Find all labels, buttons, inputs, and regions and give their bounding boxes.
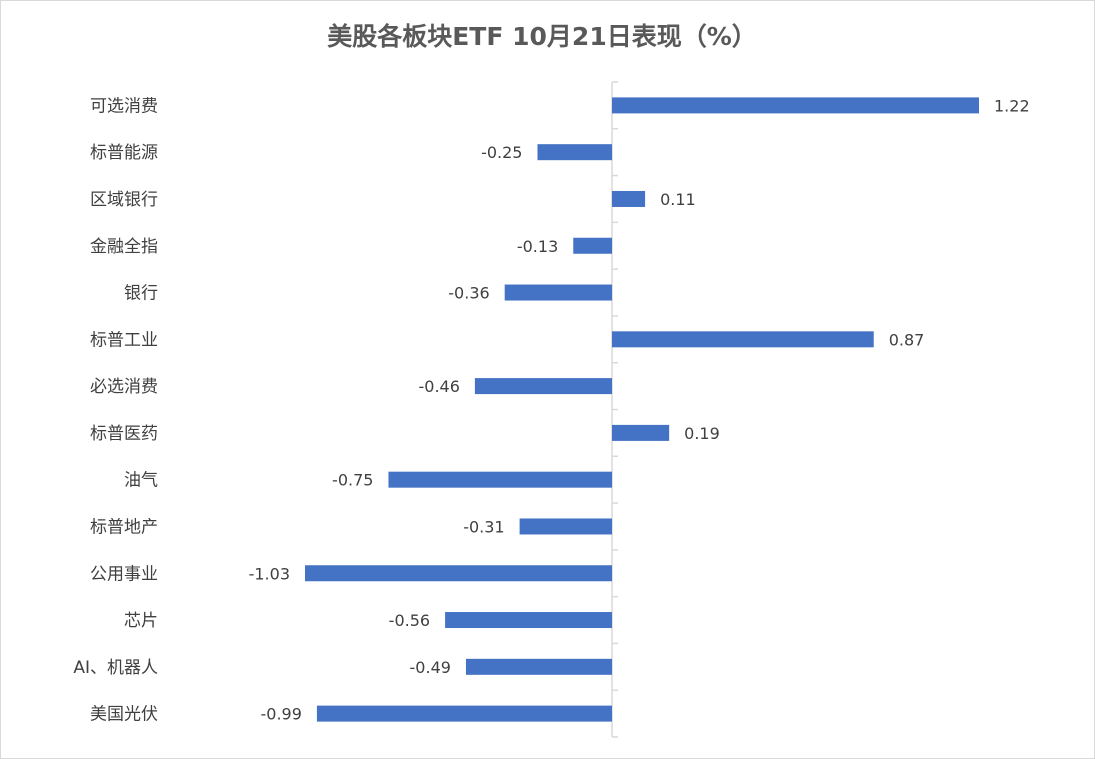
value-label: -0.13 — [517, 237, 558, 256]
labels-layer: 可选消费 1.22 标普能源 -0.25 区域银行 0.11 金融全指 -0.13 银行 -0.3… — [73, 96, 1029, 724]
value-label: -0.49 — [410, 658, 451, 677]
value-label: 0.19 — [684, 424, 720, 443]
category-label: 美国光伏 — [90, 705, 158, 725]
bar — [612, 97, 979, 114]
bar — [316, 705, 612, 722]
category-label: 标普地产 — [90, 517, 158, 537]
bar — [445, 612, 612, 629]
category-label: AI、机器人 — [73, 658, 158, 678]
category-label: 油气 — [124, 471, 158, 491]
value-label: 0.11 — [660, 190, 696, 209]
bar — [537, 144, 612, 161]
value-label: -0.25 — [481, 143, 522, 162]
bar — [504, 284, 612, 301]
value-label: 0.87 — [889, 330, 925, 349]
value-label: -0.36 — [448, 284, 489, 303]
category-label: 芯片 — [124, 611, 158, 631]
bar — [612, 190, 646, 207]
bar — [465, 658, 612, 675]
category-label: 银行 — [124, 284, 158, 304]
value-label: -0.99 — [261, 705, 302, 724]
bar — [519, 518, 612, 535]
axis-layer — [611, 81, 618, 738]
category-label: 标普医药 — [90, 424, 158, 444]
bar — [388, 471, 612, 488]
value-label: -0.46 — [418, 377, 459, 396]
value-label: -0.31 — [463, 517, 504, 536]
value-label: -0.75 — [332, 471, 373, 490]
category-label: 可选消费 — [90, 96, 158, 116]
category-label: 金融全指 — [90, 237, 158, 257]
bar — [305, 565, 612, 582]
category-label: 标普工业 — [90, 330, 158, 350]
bars-layer — [305, 97, 979, 722]
category-label: 公用事业 — [90, 564, 158, 584]
value-label: 1.22 — [994, 96, 1030, 115]
bar — [612, 424, 670, 441]
bar — [612, 331, 874, 348]
value-label: -1.03 — [249, 564, 290, 583]
category-label: 标普能源 — [90, 143, 158, 163]
bar — [573, 237, 612, 254]
category-label: 区域银行 — [90, 190, 158, 210]
value-label: -0.56 — [389, 611, 430, 630]
chart-title: 美股各板块ETF 10月21日表现（%） — [327, 22, 757, 51]
category-label: 必选消费 — [90, 377, 158, 397]
bar — [474, 378, 612, 395]
